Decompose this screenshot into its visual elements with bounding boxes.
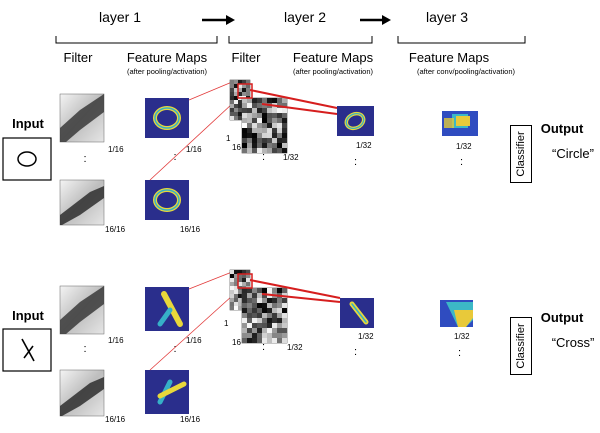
filter-l1-header: Filter	[64, 50, 94, 65]
fmap-l3-index: 1/32	[456, 142, 472, 151]
l2-filter-index: 1	[226, 134, 231, 143]
fmap-l1-last-index: 16/16	[180, 225, 201, 234]
fmap-l2-last-index: 1/32	[283, 153, 299, 162]
filter-l1-first	[59, 285, 105, 335]
fmaps-l1-subheader: (after pooling/activation)	[127, 67, 208, 76]
fmap-l3-ellipsis: :	[458, 347, 461, 359]
classifier-label: Classifier	[515, 323, 527, 369]
input-label: Input	[12, 116, 44, 131]
fmap-l1-last	[145, 180, 189, 220]
l2-filter-ellipsis: :	[262, 341, 265, 353]
output-label: Output	[541, 121, 584, 136]
fmaps-l1-header: Feature Maps	[127, 50, 208, 65]
fmap-l1-first-index: 1/16	[186, 145, 202, 154]
input-box	[2, 328, 52, 372]
l2-filter-total: 16	[232, 338, 241, 347]
fmap-l2	[340, 298, 374, 328]
filter-l2-header: Filter	[232, 50, 262, 65]
connector-l1-l2	[149, 271, 233, 371]
input-box	[2, 137, 52, 181]
l2-filter-ellipsis: :	[262, 151, 265, 163]
filter-l2-highlight	[237, 83, 253, 99]
connector-l2-fmap	[249, 279, 341, 303]
output-value: “Circle”	[552, 146, 594, 161]
fmap-l1-first	[145, 98, 189, 138]
fmap-l2-index: 1/32	[358, 332, 374, 341]
filter-l1-last-index: 16/16	[105, 415, 126, 424]
l2-filter-index: 1	[224, 319, 229, 328]
fmaps-l2-header: Feature Maps	[293, 50, 374, 65]
l2-filter-total: 16	[232, 143, 241, 152]
layer3-title: layer 3	[426, 9, 468, 25]
filter-l1-ellipsis: :	[83, 153, 86, 165]
circle-input-icon	[17, 151, 37, 167]
filter-l1-first	[59, 93, 105, 143]
fmap-l1-last-index: 16/16	[180, 415, 201, 424]
fmap-l3-index: 1/32	[454, 332, 470, 341]
fmap-l1-first-index: 1/16	[186, 336, 202, 345]
connector-l1-l2	[149, 81, 233, 181]
fmap-l3	[440, 300, 473, 327]
layer3-bracket	[397, 36, 526, 44]
cross-input-icon	[21, 338, 35, 362]
fmap-l3-ellipsis: :	[460, 156, 463, 168]
fmap-l3	[442, 111, 478, 136]
fmap-l1-ellipsis: :	[173, 343, 176, 355]
fmaps-l3-header: Feature Maps	[409, 50, 490, 65]
classifier-box: Classifier	[510, 317, 532, 375]
fmap-l1-last	[145, 370, 189, 414]
filter-l1-first-index: 1/16	[108, 145, 124, 154]
fmap-l2-ellipsis: :	[354, 156, 357, 168]
filter-l2-stack	[229, 269, 288, 344]
filter-l1-first-index: 1/16	[108, 336, 124, 345]
connector-l2-fmap	[249, 89, 338, 115]
right-arrow-icon	[202, 15, 235, 25]
layer1-bracket	[55, 36, 218, 44]
layer2-title: layer 2	[284, 9, 326, 25]
fmaps-l3-subheader: (after conv/pooling/activation)	[417, 67, 515, 76]
classifier-box: Classifier	[510, 125, 532, 183]
fmap-l1-first	[145, 287, 189, 331]
fmap-l2	[337, 106, 374, 136]
filter-l1-last	[59, 369, 105, 417]
layer1-title: layer 1	[99, 9, 141, 25]
row-circle: Input 1/16 : 16/16 1/16 : 16/16	[2, 79, 594, 234]
row-cross: Input 1/16 : 16/16 1/16 :	[2, 269, 595, 424]
filter-l1-ellipsis: :	[83, 343, 86, 355]
fmap-l2-last-index: 1/32	[287, 343, 303, 352]
input-label: Input	[12, 308, 44, 323]
fmap-l2-index: 1/32	[356, 141, 372, 150]
fmaps-l2-subheader: (after pooling/activation)	[293, 67, 374, 76]
fmap-l2-ellipsis: :	[354, 346, 357, 358]
classifier-label: Classifier	[515, 131, 527, 177]
filter-l1-last-index: 16/16	[105, 225, 126, 234]
output-value: “Cross”	[552, 335, 595, 350]
filter-l2-highlight	[237, 273, 253, 289]
output-label: Output	[541, 310, 584, 325]
filter-l1-last	[59, 179, 105, 226]
layer2-bracket	[228, 36, 373, 44]
right-arrow-icon	[360, 15, 391, 25]
